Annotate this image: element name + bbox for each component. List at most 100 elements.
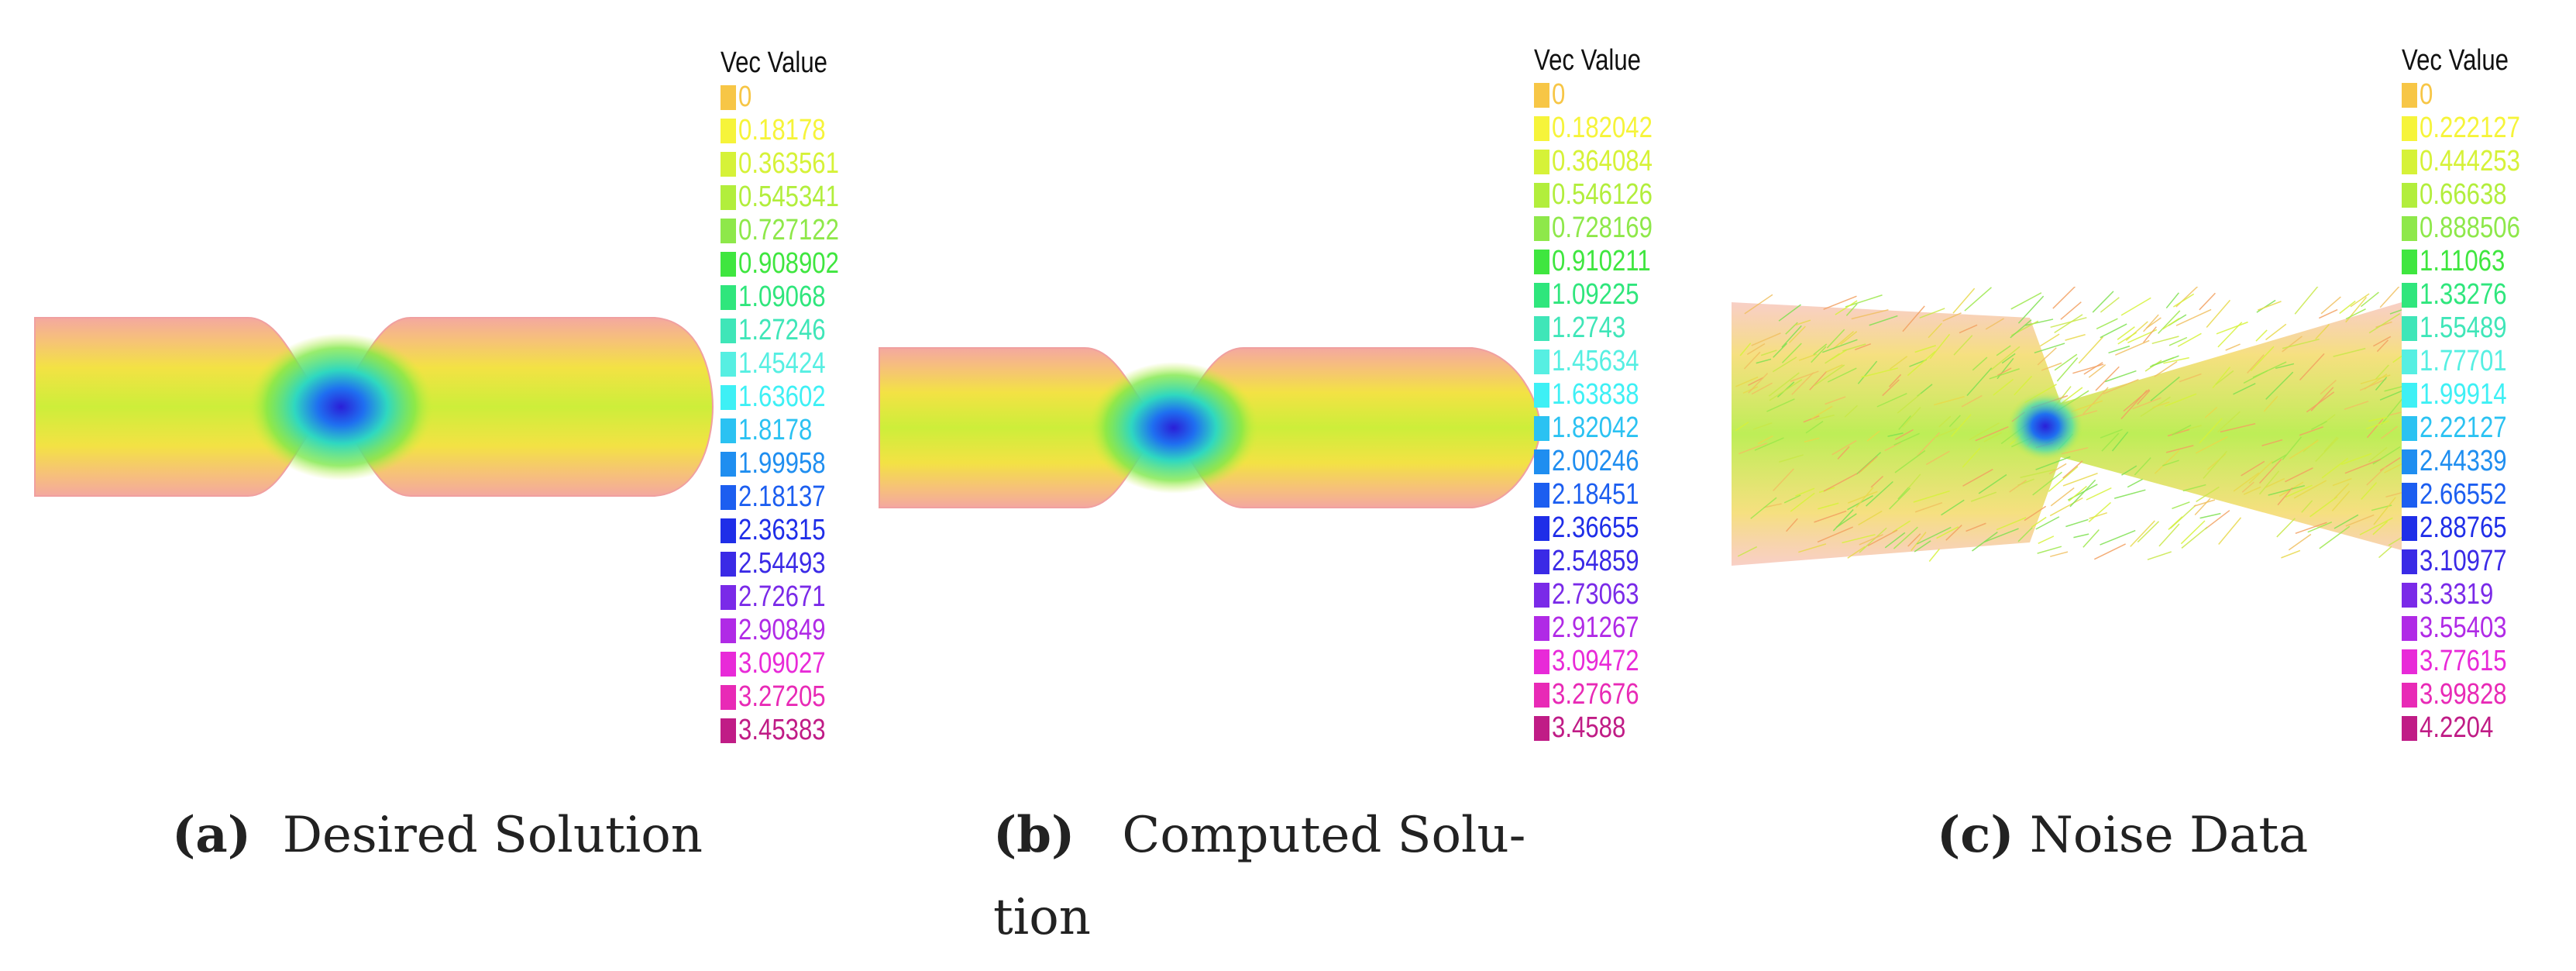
legend-swatch — [721, 184, 736, 210]
legend-entry: 0.888506 — [2402, 212, 2543, 245]
legend-entry: 1.99914 — [2402, 378, 2543, 411]
legend-value: 1.09225 — [1552, 278, 1639, 311]
legend-entry: 2.66552 — [2402, 478, 2543, 511]
panel-noise-data: Vec Value 0 0.222127 0.444253 0.66638 0.88850… — [1704, 0, 2576, 971]
legend-swatch — [721, 284, 736, 310]
legend-entry: 0 — [721, 81, 862, 114]
legend-swatch — [1534, 315, 1549, 341]
legend-entry: 1.45424 — [721, 347, 862, 380]
flow-field-desired — [34, 317, 714, 497]
legend-swatch — [2402, 149, 2417, 174]
legend-entry: 2.72671 — [721, 580, 862, 614]
legend-entry: 2.91267 — [1534, 611, 1675, 645]
legend-entry: 0.364084 — [1534, 145, 1675, 178]
legend-value: 3.27676 — [1552, 678, 1639, 711]
legend-swatch — [721, 418, 736, 443]
legend-swatch — [2402, 582, 2417, 608]
legend-value: 0.182042 — [1552, 112, 1653, 144]
legend-entry: 2.00246 — [1534, 445, 1675, 478]
legend-swatch — [1534, 615, 1549, 641]
legend-entry: 0 — [2402, 78, 2543, 112]
legend-entry: 1.82042 — [1534, 411, 1675, 445]
legend-entry: 3.09472 — [1534, 645, 1675, 678]
legend-swatch — [1534, 715, 1549, 741]
legend-value: 1.33276 — [2420, 278, 2507, 311]
legend-swatch — [1534, 182, 1549, 208]
legend-value: 2.36655 — [1552, 511, 1639, 544]
legend-swatch — [1534, 215, 1549, 241]
legend-swatch — [1534, 282, 1549, 308]
legend-value: 2.00246 — [1552, 445, 1639, 477]
legend-entry: 1.2743 — [1534, 312, 1675, 345]
legend-desired: Vec Value 0 0.18178 0.363561 0.545341 0.72712… — [721, 45, 862, 747]
legend-entry: 2.22127 — [2402, 411, 2543, 445]
legend-swatch — [2402, 382, 2417, 408]
legend-swatch — [1534, 115, 1549, 141]
legend-swatch — [2402, 349, 2417, 374]
legend-swatch — [2402, 415, 2417, 441]
legend-entry: 0.910211 — [1534, 245, 1675, 278]
legend-value: 3.09472 — [1552, 645, 1639, 677]
legend-value: 1.77701 — [2420, 345, 2507, 377]
legend-entry: 1.33276 — [2402, 278, 2543, 312]
legend-entry: 0.66638 — [2402, 178, 2543, 212]
legend-value: 1.99914 — [2420, 378, 2507, 411]
legend-value: 1.82042 — [1552, 411, 1639, 444]
legend-value: 3.27205 — [738, 680, 826, 713]
legend-swatch — [2402, 315, 2417, 341]
legend-swatch — [721, 384, 736, 410]
legend-value: 3.09027 — [738, 647, 826, 680]
legend-value: 0 — [738, 81, 752, 113]
legend-entry: 3.09027 — [721, 647, 862, 680]
legend-value: 2.91267 — [1552, 611, 1639, 644]
legend-entry: 0.182042 — [1534, 112, 1675, 145]
legend-swatch — [721, 618, 736, 643]
legend-swatch — [721, 351, 736, 377]
legend-swatch — [2402, 449, 2417, 474]
legend-swatch — [1534, 249, 1549, 274]
legend-entry: 0.546126 — [1534, 178, 1675, 212]
legend-value: 1.27246 — [738, 314, 826, 346]
legend-value: 1.45634 — [1552, 345, 1639, 377]
legend-swatch — [721, 84, 736, 110]
legend-swatch — [2402, 549, 2417, 574]
legend-entry: 1.55489 — [2402, 312, 2543, 345]
caption-computed: (b) Computed Solu-tion — [993, 806, 1526, 946]
legend-swatch — [721, 718, 736, 743]
legend-value: 2.90849 — [738, 614, 826, 646]
legend-value: 2.22127 — [2420, 411, 2507, 444]
legend-swatch — [1534, 449, 1549, 474]
legend-value: 0.444253 — [2420, 145, 2520, 177]
legend-entry: 1.27246 — [721, 314, 862, 347]
legend-swatch — [1534, 482, 1549, 508]
legend-value: 1.09068 — [738, 281, 826, 313]
legend-value: 2.44339 — [2420, 445, 2507, 477]
legend-value: 2.54859 — [1552, 545, 1639, 577]
legend-swatch — [721, 651, 736, 677]
legend-entry: 3.27205 — [721, 680, 862, 714]
legend-value: 1.11063 — [2420, 245, 2505, 277]
panel-computed-solution: Vec Value 0 0.182042 0.364084 0.546126 0.7281… — [852, 0, 1704, 971]
legend-entry: 0.18178 — [721, 114, 862, 147]
legend-swatch — [1534, 682, 1549, 708]
legend-value: 3.99828 — [2420, 678, 2507, 711]
legend-entry: 0.363561 — [721, 147, 862, 181]
legend-entry: 0.727122 — [721, 214, 862, 247]
legend-value: 0.727122 — [738, 214, 839, 246]
flow-field-computed — [879, 347, 1542, 508]
legend-entry: 1.11063 — [2402, 245, 2543, 278]
legend-entry: 3.27676 — [1534, 678, 1675, 711]
legend-swatch — [721, 484, 736, 510]
legend-swatch — [721, 518, 736, 543]
legend-value: 3.77615 — [2420, 645, 2507, 677]
legend-title: Vec Value — [2402, 44, 2509, 77]
legend-entry: 0 — [1534, 78, 1675, 112]
legend-value: 2.72671 — [738, 580, 826, 613]
legend-entry: 2.18451 — [1534, 478, 1675, 511]
legend-value: 1.8178 — [738, 414, 813, 446]
legend-entry: 1.09068 — [721, 281, 862, 314]
legend-entry: 1.8178 — [721, 414, 862, 447]
legend-value: 3.3319 — [2420, 578, 2494, 611]
legend-value: 0.888506 — [2420, 212, 2520, 244]
legend-swatch — [1534, 549, 1549, 574]
